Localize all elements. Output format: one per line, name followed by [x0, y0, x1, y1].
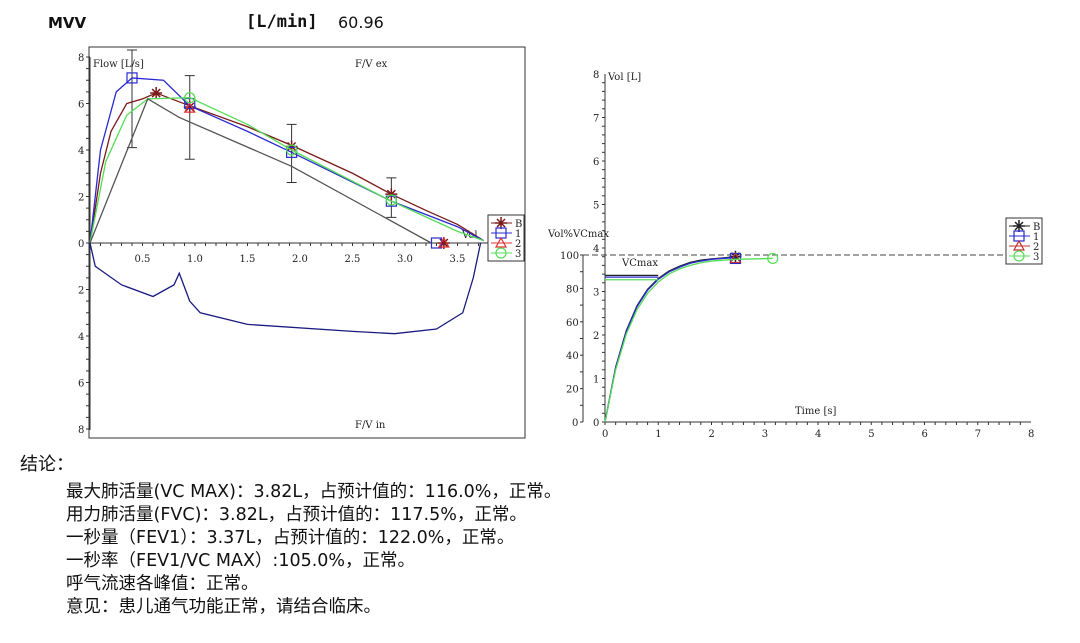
x-tick-label: 1: [655, 429, 661, 440]
legend-label: B: [1033, 222, 1040, 233]
star-marker: [183, 100, 196, 113]
star-marker: [150, 87, 163, 100]
triangle-marker: [729, 252, 742, 264]
circle-marker: [385, 194, 397, 206]
y-tick-label: 2: [78, 193, 84, 204]
legend-label: 3: [515, 249, 521, 260]
x-tick-label: 3: [762, 429, 768, 440]
conclusion-line: 呼气流速各峰值：正常。: [66, 574, 259, 594]
star-marker: [385, 188, 398, 201]
y-tick-label: 4: [78, 332, 84, 343]
x-tick-label: 1.5: [240, 254, 256, 265]
triangle-marker: [494, 236, 508, 248]
series-predicted: [89, 97, 432, 244]
series-3: [89, 97, 484, 244]
flow-volume-chart: 0 2 4 6 8 2 4 6 8 0.5 1.0 1.5 2.0 2.5 3.0 3.5 Flow [L/s]…: [78, 46, 526, 439]
series-1: [89, 77, 485, 244]
y-axis-label: Vol [L]: [607, 72, 641, 83]
chart-bottom-title: F/V in: [355, 420, 386, 431]
mvv-value: 60.96: [338, 13, 384, 32]
series-1: [604, 256, 736, 423]
circle-marker: [1013, 250, 1025, 262]
y-tick-label: 3: [593, 288, 599, 299]
legend-label: 2: [1033, 242, 1039, 253]
circle-marker: [286, 144, 298, 156]
legend-label: 3: [1033, 252, 1039, 263]
y-tick-label: 6: [593, 157, 599, 168]
mvv-label: MVV: [48, 14, 87, 32]
star-marker: [1013, 220, 1025, 232]
mvv-unit: [L/min]: [246, 12, 318, 32]
y2-tick-label: 20: [566, 385, 579, 396]
y-tick-label: 6: [78, 379, 84, 390]
x-tick-label: 0: [602, 429, 608, 440]
y-tick-label: 2: [593, 331, 599, 342]
y-tick-label: 4: [593, 244, 599, 255]
x-tick-label: 3.5: [450, 254, 466, 265]
y-tick-label: 4: [78, 146, 84, 157]
y-tick-label: 5: [593, 201, 599, 212]
y2-tick-label: 60: [566, 318, 579, 329]
circle-marker: [767, 252, 779, 265]
series-B: [89, 92, 485, 244]
x-tick-label: 3.0: [397, 254, 413, 265]
star-marker: [729, 250, 742, 263]
y-tick-label: 1: [593, 375, 599, 386]
x-tick-label: 8: [1028, 429, 1034, 440]
star-marker: [285, 140, 298, 153]
legend-label: 1: [515, 229, 521, 240]
x-tick-label: 2.5: [345, 254, 361, 265]
circle-marker: [184, 92, 196, 104]
triangle-marker: [437, 236, 450, 248]
y-tick-label: 2: [78, 286, 84, 297]
square-marker: [184, 97, 196, 110]
y-axis-label: Flow [L/s]: [93, 59, 144, 70]
y-tick-label: 0: [78, 239, 84, 250]
conclusion-line: 用力肺活量(FVC)：3.82L，占预计值的：117.5%，正常。: [66, 505, 527, 525]
error-bar: [286, 123, 297, 184]
circle-marker: [495, 247, 507, 259]
x-tick-label: 0.5: [135, 254, 151, 265]
x-tick-label: 7: [975, 429, 981, 440]
error-bar: [184, 75, 195, 160]
y-tick-label: 8: [78, 53, 84, 64]
square-marker: [126, 72, 138, 84]
x-axis-label: Time [s]: [795, 406, 836, 417]
series-inspiratory: [89, 242, 482, 335]
x-tick-label: 5: [868, 429, 874, 440]
star-marker: [437, 237, 450, 249]
y-tick-label: 7: [593, 114, 599, 125]
y-tick-label: 0: [593, 418, 599, 429]
y-tick-label: 8: [78, 425, 84, 436]
y2-tick-label: 0: [572, 418, 578, 429]
conclusion-title: 结论：: [20, 454, 74, 475]
legend-label: B: [515, 219, 522, 230]
y-tick-label: 6: [78, 100, 84, 111]
conclusion-line: 一秒率（FEV1/VC MAX）:105.0%，正常。: [66, 551, 416, 571]
charts: 0 2 4 6 8 2 4 6 8 0.5 1.0 1.5 2.0 2.5 3.0 3.5 Flow [L/s]…: [78, 46, 1043, 440]
x-tick-label: 1.0: [187, 254, 203, 265]
triangle-marker: [183, 101, 196, 113]
y2-tick-label: 40: [566, 351, 579, 362]
x-tick-label: 4: [815, 429, 821, 440]
conclusion-line: 最大肺活量(VC MAX)：3.82L，占预计值的：116.0%，正常。: [66, 482, 562, 502]
legend-label: 2: [515, 239, 521, 250]
y2-tick-label: 80: [566, 284, 579, 295]
star-marker: [495, 217, 507, 229]
x-tick-label: 6: [922, 429, 928, 440]
conclusion-line: 意见：患儿通气功能正常，请结合临床。: [66, 597, 381, 617]
x-tick-label: 2.0: [292, 254, 308, 265]
x-tick-label: 2: [709, 429, 715, 440]
y2-tick-label: 100: [560, 251, 579, 262]
vcmax-annotation: VCmax: [621, 258, 658, 269]
y2-axis-label: Vol%VCmax: [547, 229, 609, 240]
legend-label: 1: [1033, 232, 1039, 243]
conclusion-line: 一秒量（FEV1）：3.37L，占预计值的：122.0%，正常。: [66, 528, 515, 548]
y-tick-label: 8: [593, 70, 599, 81]
chart-title: F/V ex: [355, 59, 388, 70]
series-3: [604, 257, 773, 423]
triangle-marker: [1012, 239, 1026, 251]
